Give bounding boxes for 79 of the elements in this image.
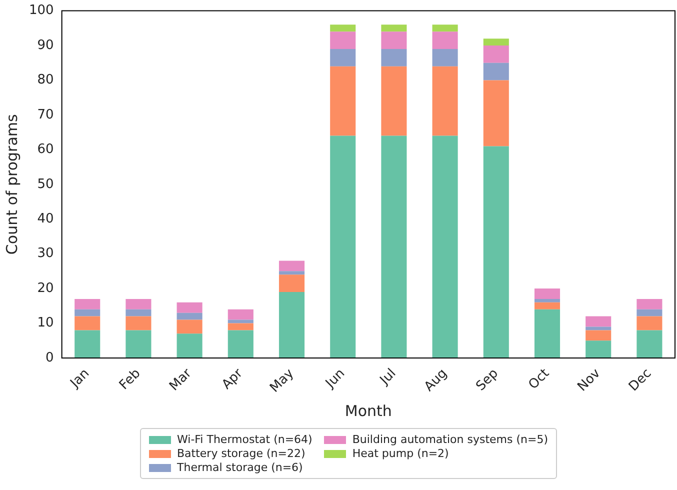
- bar: [330, 24, 356, 32]
- bar: [534, 302, 560, 310]
- bar: [483, 146, 509, 358]
- bar: [176, 312, 202, 320]
- y-tick-label: 80: [37, 72, 54, 88]
- bar: [228, 309, 254, 320]
- y-tick-label: 100: [28, 3, 54, 18]
- x-tick-label: Jul: [376, 366, 400, 388]
- bar: [381, 48, 407, 66]
- bar: [483, 46, 509, 63]
- bar: [586, 330, 612, 341]
- bar: [74, 330, 100, 358]
- bar: [432, 66, 458, 136]
- y-tick-label: 0: [46, 350, 54, 366]
- bar: [228, 330, 254, 358]
- bar: [278, 274, 305, 292]
- bar: [74, 309, 100, 316]
- bar: [636, 298, 662, 310]
- legend-label: Thermal storage (n=6): [177, 461, 303, 474]
- y-tick-label: 10: [37, 316, 54, 331]
- bar: [126, 309, 152, 316]
- y-tick-label: 60: [37, 142, 54, 158]
- bar: [176, 334, 202, 358]
- bar: [74, 298, 100, 310]
- legend-label: Wi-Fi Thermostat (n=64): [177, 433, 312, 446]
- x-tick-label: Jan: [67, 366, 93, 392]
- y-tick-label: 40: [37, 211, 54, 226]
- bar: [126, 316, 152, 330]
- y-tick-label: 30: [37, 246, 54, 262]
- bar: [330, 32, 356, 49]
- bar: [586, 326, 612, 330]
- x-tick-label: Nov: [575, 366, 604, 395]
- bar: [330, 66, 356, 136]
- bar: [278, 260, 305, 272]
- x-tick-label: Oct: [526, 366, 552, 393]
- legend-label: Heat pump (n=2): [352, 447, 449, 460]
- bar: [381, 136, 407, 358]
- x-tick-label: Sep: [473, 366, 502, 394]
- x-tick-label: Feb: [116, 366, 144, 393]
- bar: [381, 24, 407, 32]
- bar: [636, 316, 662, 330]
- bar: [381, 32, 407, 49]
- bar: [432, 32, 458, 49]
- bar: [176, 320, 202, 334]
- bar: [586, 340, 612, 358]
- bar: [534, 309, 560, 358]
- bar: [126, 330, 152, 358]
- bar: [278, 271, 305, 275]
- x-tick-label: Mar: [166, 366, 196, 394]
- y-tick-label: 70: [37, 107, 54, 122]
- bar: [278, 292, 305, 358]
- bar: [586, 316, 612, 327]
- bar: [483, 62, 509, 80]
- bar: [534, 298, 560, 302]
- x-tick-label: Apr: [219, 366, 246, 393]
- legend-label: Building automation systems (n=5): [352, 433, 548, 446]
- bar: [330, 136, 356, 358]
- bar: [126, 298, 152, 310]
- bar: [432, 136, 458, 358]
- bar: [483, 38, 509, 46]
- bar: [636, 309, 662, 316]
- bar: [483, 80, 509, 146]
- bar: [432, 48, 458, 66]
- bar: [534, 288, 560, 299]
- x-axis-title: Month: [344, 402, 392, 420]
- x-tick-label: Dec: [626, 366, 655, 394]
- y-axis-title: Count of programs: [2, 114, 21, 255]
- bar: [228, 323, 254, 330]
- bar: [176, 302, 202, 313]
- bar: [330, 48, 356, 66]
- legend-label: Battery storage (n=22): [177, 447, 306, 460]
- y-tick-label: 20: [37, 280, 54, 296]
- bar: [636, 330, 662, 358]
- bar: [381, 66, 407, 136]
- bar: [74, 316, 100, 330]
- y-tick-label: 90: [37, 38, 54, 53]
- x-tick-label: Jun: [322, 366, 348, 392]
- bar: [432, 24, 458, 32]
- y-tick-label: 50: [37, 176, 54, 192]
